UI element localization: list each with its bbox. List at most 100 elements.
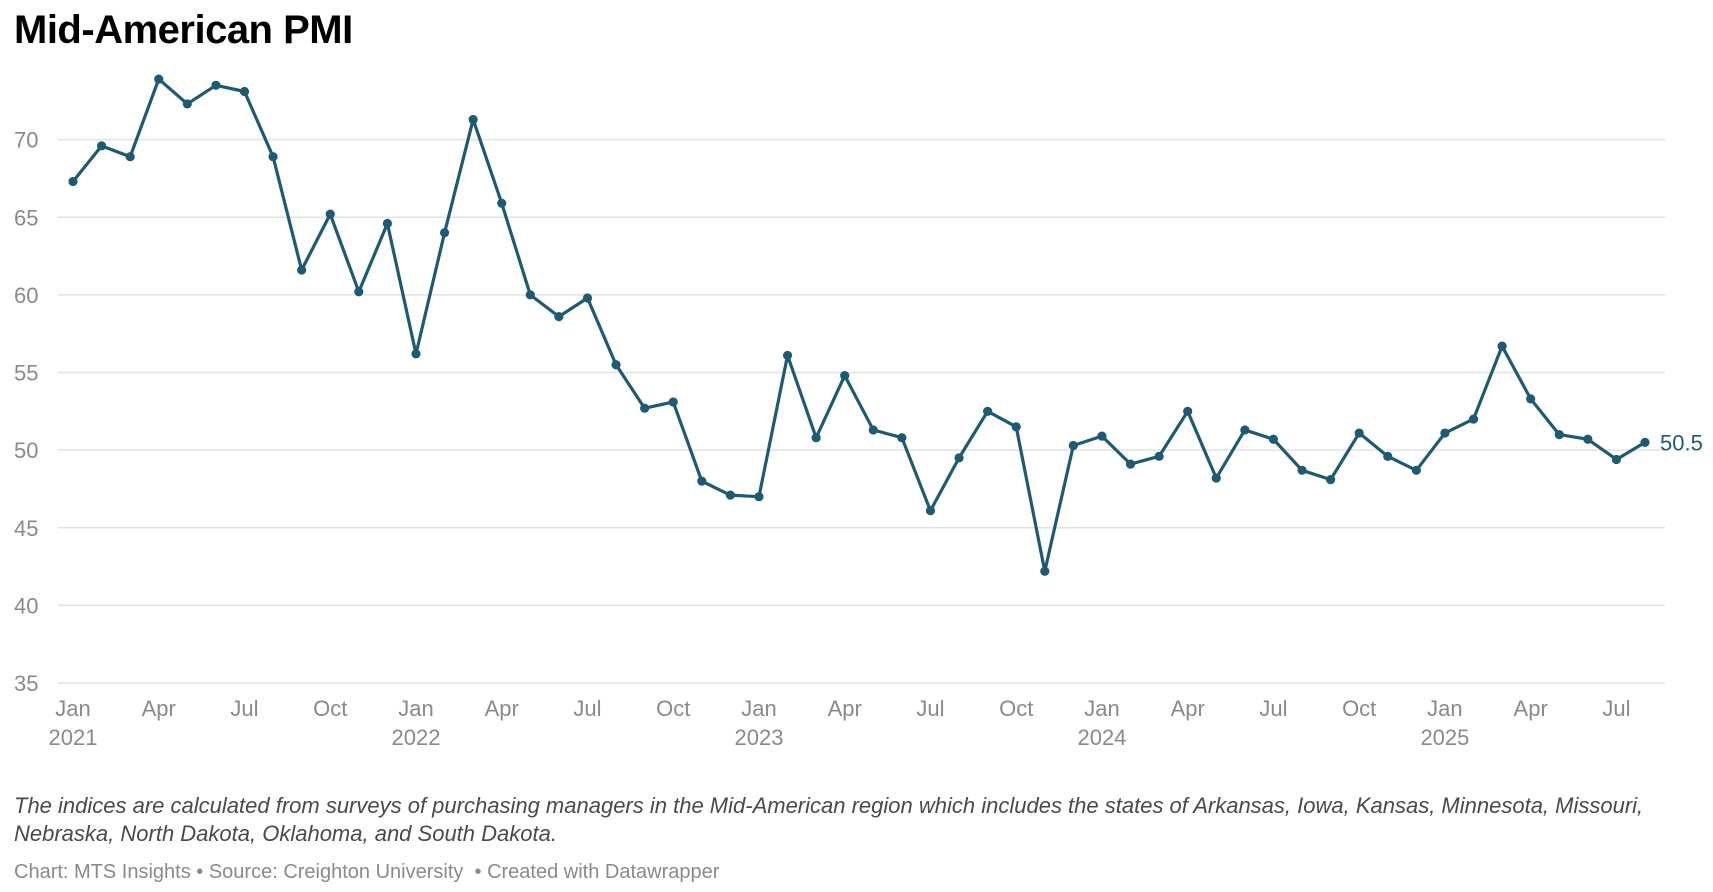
data-point xyxy=(1468,414,1479,424)
x-tick-month-label: Oct xyxy=(656,696,690,721)
x-tick-year-label: 2022 xyxy=(392,725,441,750)
chart-credit: Chart: MTS Insights xyxy=(14,861,191,883)
x-tick-month-label: Apr xyxy=(1171,696,1205,721)
x-tick-month-label: Apr xyxy=(142,696,176,721)
data-point xyxy=(1383,451,1393,461)
y-tick-label: 50 xyxy=(14,438,38,463)
series-line xyxy=(71,77,1647,573)
data-point xyxy=(1297,465,1307,475)
data-point xyxy=(439,228,450,238)
data-point xyxy=(897,433,907,443)
x-tick-month-label: Jan xyxy=(741,696,776,721)
data-point xyxy=(925,506,936,516)
x-axis-ticks: Jan 2021 Apr Jul Oct Jan 2022 Apr Jul Oct Jan 2023 A… xyxy=(49,696,1631,750)
y-tick-label: 45 xyxy=(14,516,38,541)
chart-title: Mid-American PMI xyxy=(14,8,353,52)
data-point xyxy=(582,293,593,303)
data-point xyxy=(1411,465,1421,475)
data-point xyxy=(1183,406,1193,416)
x-tick-month-label: Apr xyxy=(828,696,862,721)
y-tick-label: 60 xyxy=(14,283,38,308)
y-tick-label: 70 xyxy=(14,128,38,153)
x-tick-month-label: Jan xyxy=(398,696,433,721)
data-point xyxy=(754,492,764,502)
x-tick-month-label: Jul xyxy=(573,696,601,721)
footer-separator: • xyxy=(463,861,488,883)
data-point xyxy=(697,476,707,486)
chart-notes: The indices are calculated from surveys … xyxy=(14,793,1644,846)
data-point xyxy=(411,349,421,359)
data-point xyxy=(725,490,735,500)
data-point xyxy=(525,290,535,300)
end-value-label: 50.5 xyxy=(1660,430,1703,455)
x-tick-month-label: Jul xyxy=(1602,696,1630,721)
data-point xyxy=(1125,459,1136,469)
x-tick-year-label: 2021 xyxy=(49,725,98,750)
data-point xyxy=(811,433,821,443)
y-tick-label: 40 xyxy=(14,593,38,618)
end-value-labels: 50.5 xyxy=(1660,430,1703,455)
x-tick-month-label: Oct xyxy=(999,696,1033,721)
datawrapper-credit: Created with Datawrapper xyxy=(487,861,720,883)
x-tick-month-label: Jan xyxy=(55,696,90,721)
data-point xyxy=(1354,428,1364,438)
source-credit: Source: Creighton University xyxy=(208,861,464,883)
data-point xyxy=(211,80,221,90)
y-tick-label: 35 xyxy=(14,671,38,696)
data-point xyxy=(668,397,678,407)
y-tick-label: 65 xyxy=(14,205,38,230)
x-tick-month-label: Jul xyxy=(230,696,258,721)
data-point xyxy=(611,360,621,370)
data-point xyxy=(840,371,850,381)
data-point xyxy=(1611,454,1622,465)
data-point xyxy=(1040,566,1050,576)
data-point xyxy=(868,425,878,435)
data-point xyxy=(96,141,107,151)
data-point xyxy=(1440,428,1450,438)
data-point xyxy=(154,74,164,84)
x-tick-month-label: Apr xyxy=(485,696,519,721)
data-point xyxy=(382,218,392,229)
data-point xyxy=(954,453,964,463)
data-point xyxy=(782,350,793,361)
footer-separator: • xyxy=(190,861,209,883)
data-point xyxy=(325,209,335,219)
data-point xyxy=(268,152,278,162)
x-tick-month-label: Jul xyxy=(1259,696,1287,721)
x-tick-year-label: 2025 xyxy=(1420,725,1469,750)
data-point xyxy=(468,114,478,125)
data-point xyxy=(497,198,507,208)
x-tick-year-label: 2023 xyxy=(734,725,783,750)
data-point xyxy=(1326,475,1336,485)
data-point xyxy=(239,86,250,97)
data-point xyxy=(1526,394,1536,404)
data-point xyxy=(1211,473,1221,483)
x-tick-month-label: Jan xyxy=(1427,696,1462,721)
data-point xyxy=(1240,425,1250,435)
x-tick-month-label: Jul xyxy=(916,696,944,721)
line-chart: 35 40 45 50 55 60 65 70 Jan 2021 Apr Jul Oct Jan 2022… xyxy=(14,74,1703,750)
y-tick-label: 55 xyxy=(14,361,38,386)
gridlines xyxy=(58,138,1665,684)
data-point xyxy=(1497,341,1507,351)
data-point xyxy=(1640,437,1650,447)
x-tick-year-label: 2024 xyxy=(1077,725,1126,750)
data-point xyxy=(554,312,564,322)
x-tick-month-label: Jan xyxy=(1084,696,1119,721)
x-tick-month-label: Oct xyxy=(1342,696,1376,721)
data-point xyxy=(1068,440,1078,451)
data-point xyxy=(1583,434,1593,444)
pmi-series xyxy=(68,74,1650,576)
x-tick-month-label: Oct xyxy=(313,696,347,721)
data-point xyxy=(125,152,135,162)
data-point xyxy=(354,287,364,297)
data-point xyxy=(1154,451,1164,461)
y-axis-ticks: 35 40 45 50 55 60 65 70 xyxy=(14,128,38,696)
data-point xyxy=(640,403,650,413)
data-point xyxy=(1554,430,1564,440)
x-tick-month-label: Apr xyxy=(1514,696,1548,721)
data-point xyxy=(983,406,993,416)
data-point xyxy=(1011,422,1021,432)
data-point xyxy=(1097,431,1107,441)
data-point xyxy=(182,99,192,109)
